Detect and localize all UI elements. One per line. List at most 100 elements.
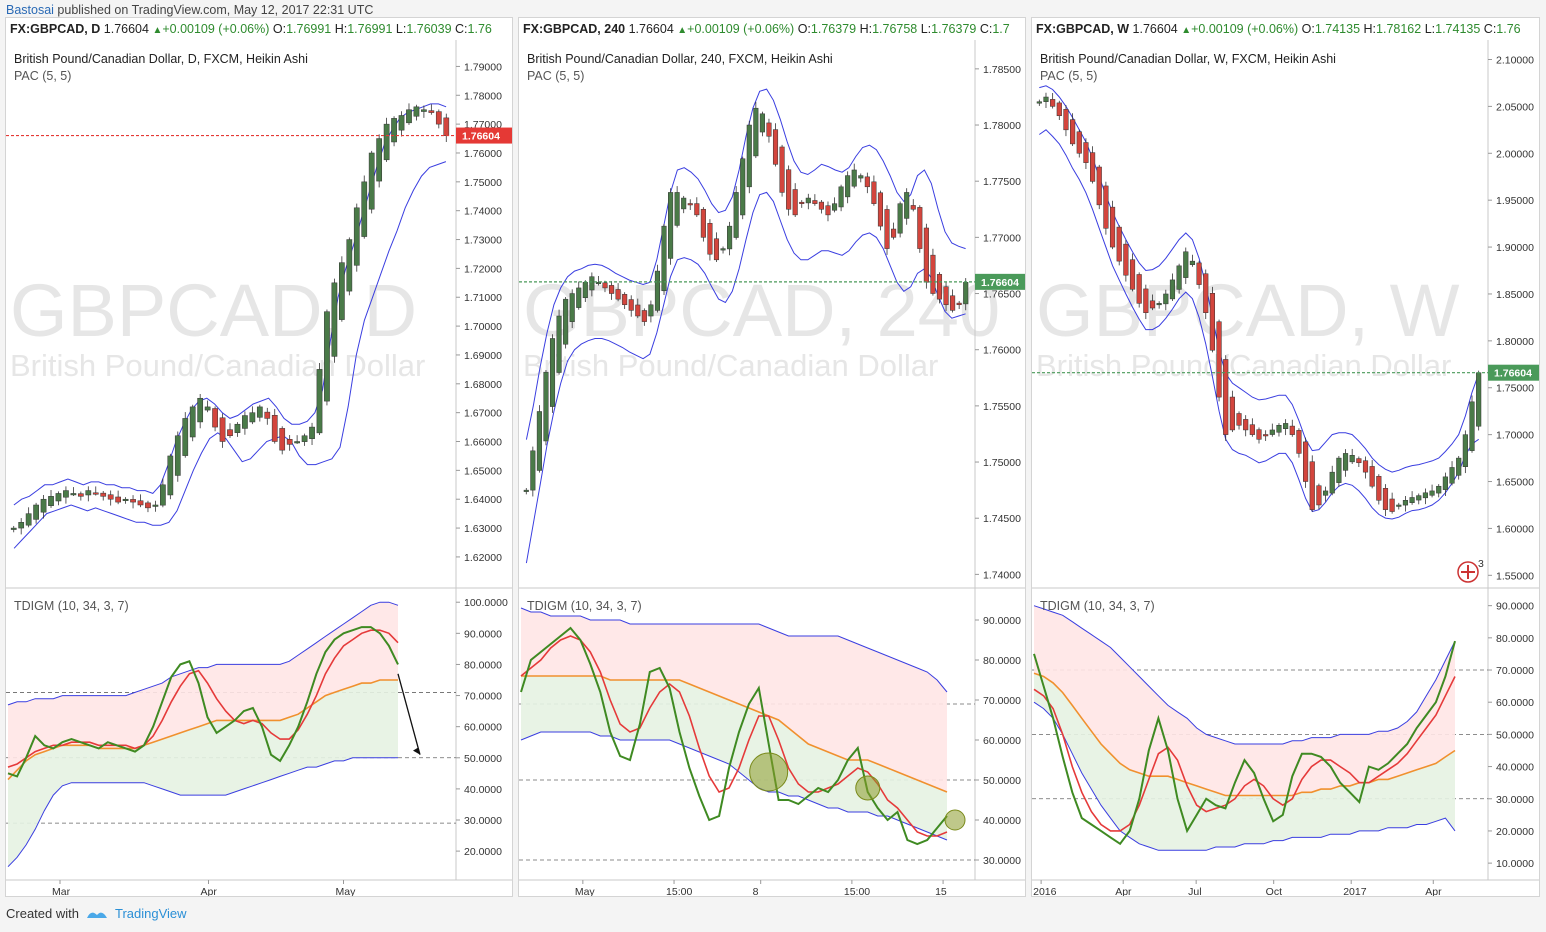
price-tick-label: 1.55000	[1496, 570, 1534, 582]
pac-indicator-label[interactable]: PAC (5, 5)	[1040, 69, 1098, 83]
open-label: O:	[272, 22, 287, 36]
symbol-label[interactable]: FX:GBPCAD, 240	[523, 22, 626, 36]
candle-body	[1209, 292, 1215, 351]
price-tick-label: 1.70000	[464, 321, 502, 333]
close-value: 1.76	[467, 22, 492, 36]
candle-body	[227, 429, 233, 436]
candle-body	[943, 286, 949, 306]
candle-body	[1249, 424, 1255, 435]
ind-tick-label: 30.0000	[983, 855, 1021, 867]
price-tick-label: 1.74000	[983, 569, 1021, 581]
candle-body	[877, 192, 884, 227]
up-triangle-icon: ▲	[677, 25, 688, 36]
tdigm-mid-line	[7, 679, 398, 781]
candle-body	[294, 441, 300, 444]
pac-indicator-label[interactable]: PAC (5, 5)	[14, 69, 72, 83]
low-value: 1.76039	[406, 22, 452, 36]
price-tick-label: 1.74000	[464, 206, 502, 218]
pac-lower-line	[1039, 129, 1479, 520]
candle-body	[145, 502, 151, 509]
chart-canvas[interactable]: 1.790001.780001.770001.760001.750001.740…	[6, 18, 513, 897]
high-value: 1.78162	[1376, 22, 1422, 36]
candle-body	[635, 304, 641, 317]
candle-body	[746, 124, 752, 188]
candle-body	[174, 435, 181, 476]
candle-body	[152, 504, 159, 507]
symbol-label[interactable]: FX:GBPCAD, W	[1036, 22, 1130, 36]
tdigm-indicator-label[interactable]: TDIGM (10, 34, 3, 7)	[1040, 599, 1155, 613]
ind-tick-label: 70.0000	[464, 691, 502, 703]
candle-body	[100, 492, 107, 497]
candle-body	[569, 293, 575, 322]
price-tick-label: 1.90000	[1496, 242, 1534, 254]
candle-body	[324, 311, 330, 402]
time-tick-label: 2016	[1033, 886, 1057, 897]
up-triangle-icon: ▲	[1181, 25, 1192, 36]
chart-panel-weekly[interactable]: FX:GBPCAD, W 1.76604 ▲+0.00109 (+0.06%) …	[1031, 17, 1540, 897]
low-value: 1.76379	[931, 22, 977, 36]
candle-body	[107, 494, 114, 500]
high-label: H:	[1363, 22, 1377, 36]
price-tick-label: 2.05000	[1496, 101, 1534, 113]
candle-body	[10, 527, 17, 530]
candle-body	[1389, 498, 1395, 512]
chart-canvas[interactable]: 2.10000 2.05000 2.00000 1.95000 1.90000 1.850…	[1032, 18, 1540, 897]
last-price: 1.76604	[628, 22, 674, 36]
candle-body	[1269, 429, 1275, 435]
tdigm-indicator-label[interactable]: TDIGM (10, 34, 3, 7)	[14, 599, 129, 613]
time-tick-label: May	[336, 886, 357, 897]
price-tick-label: 1.70000	[1496, 430, 1534, 442]
candle-body	[1056, 102, 1062, 117]
candle-body	[845, 175, 851, 198]
price-tick-label: 2.10000	[1496, 55, 1534, 67]
ind-tick-label: 60.0000	[1496, 697, 1534, 709]
candle-body	[1070, 119, 1076, 145]
candle-body	[1149, 300, 1156, 309]
candle-body	[576, 287, 582, 308]
candle-body	[1436, 485, 1442, 494]
author-link[interactable]: Bastosai	[6, 3, 54, 17]
tdigm-indicator-label[interactable]: TDIGM (10, 34, 3, 7)	[527, 599, 642, 613]
last-price-tag	[975, 273, 1025, 290]
pac-upper-line	[1039, 85, 1480, 473]
candle-body	[406, 109, 412, 124]
price-change: +0.00109 (+0.06%)	[162, 22, 270, 36]
tradingview-link[interactable]: TradingView	[114, 906, 187, 921]
candle-body	[137, 500, 144, 506]
candle-body	[884, 209, 890, 249]
ind-tick-label: 100.0000	[464, 597, 508, 609]
tdigm-upper-band	[520, 607, 948, 693]
price-tick-label: 1.75000	[983, 457, 1021, 469]
candle-body	[1203, 273, 1209, 313]
price-tick-label: 1.75000	[1496, 383, 1534, 395]
up-triangle-icon: ▲	[152, 25, 163, 36]
candle-body	[92, 492, 99, 495]
candle-body	[1229, 396, 1235, 431]
low-label: L:	[395, 22, 407, 36]
price-tick-label: 1.72000	[464, 263, 502, 275]
candle-body	[1402, 500, 1409, 506]
chart-panel-daily[interactable]: FX:GBPCAD, D 1.76604 ▲+0.00109 (+0.06%) …	[5, 17, 513, 897]
open-value: 1.76991	[286, 22, 332, 36]
ind-tick-label: 90.0000	[464, 628, 502, 640]
close-value: 1.7	[992, 22, 1010, 36]
candle-body	[1116, 226, 1122, 262]
candle-body	[930, 254, 936, 294]
price-tick-label: 1.85000	[1496, 289, 1534, 301]
candle-body	[779, 146, 785, 193]
chart-canvas[interactable]: 1.785001.780001.775001.770001.765001.760…	[519, 18, 1026, 897]
candle-body	[63, 490, 69, 498]
candle-body	[733, 192, 739, 238]
symbol-label[interactable]: FX:GBPCAD, D	[10, 22, 101, 36]
candle-body	[838, 186, 844, 208]
candle-body	[368, 152, 375, 210]
candle-body	[77, 493, 84, 497]
pac-indicator-label[interactable]: PAC (5, 5)	[527, 69, 585, 83]
price-tick-label: 1.78500	[983, 64, 1021, 76]
chart-panel-4h[interactable]: FX:GBPCAD, 240 1.76604 ▲+0.00109 (+0.06%…	[518, 17, 1026, 897]
close-label: C:	[979, 22, 993, 36]
candle-body	[897, 203, 903, 234]
price-tick-label: 1.95000	[1496, 195, 1534, 207]
candle-body	[589, 276, 595, 291]
candle-body	[936, 274, 943, 300]
